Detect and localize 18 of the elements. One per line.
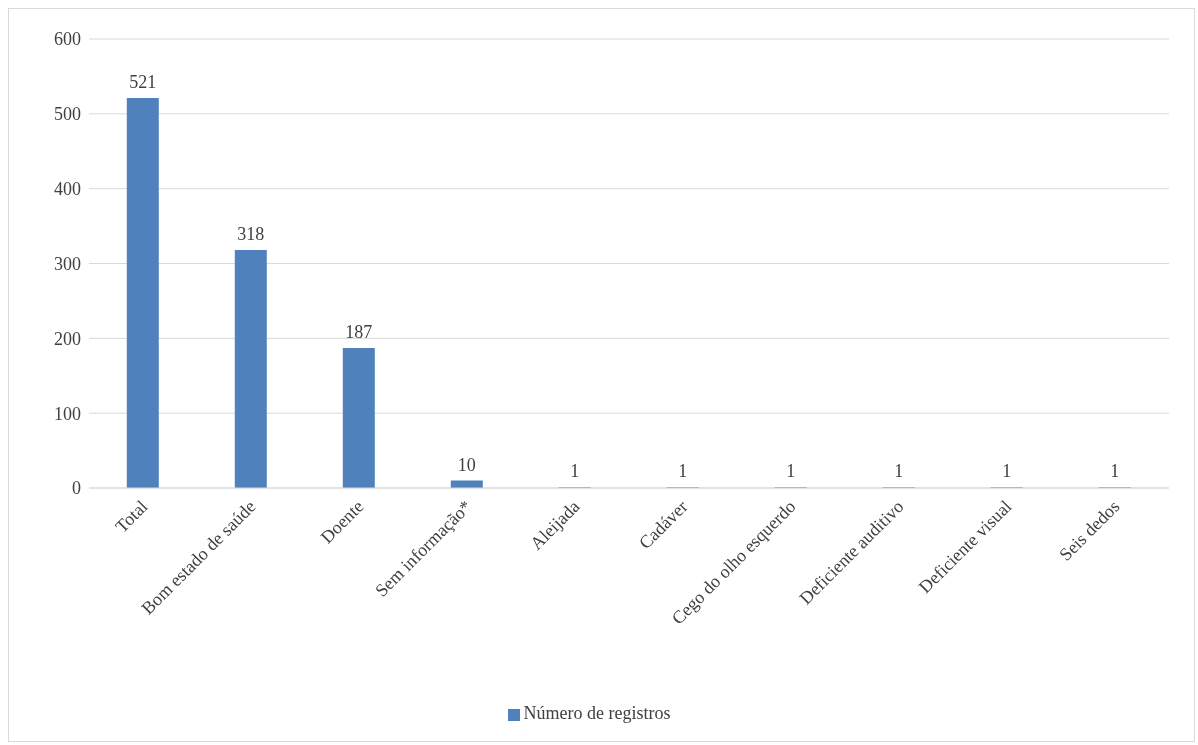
y-tick-label: 100	[54, 403, 81, 424]
data-label: 187	[345, 322, 373, 343]
data-label: 318	[237, 224, 265, 245]
y-tick-label: 300	[54, 253, 81, 274]
y-tick-label: 0	[72, 478, 81, 499]
legend-label: Número de registros	[523, 703, 671, 723]
y-tick-label: 400	[54, 179, 81, 200]
y-tick-label: 200	[54, 328, 81, 349]
data-label: 1	[1110, 461, 1120, 482]
y-tick-label: 600	[54, 29, 81, 50]
data-label: 521	[129, 72, 157, 93]
data-label: 1	[1002, 461, 1012, 482]
y-tick-label: 500	[54, 104, 81, 125]
data-label: 10	[457, 454, 476, 475]
data-label: 1	[894, 461, 904, 482]
data-label: 1	[786, 461, 796, 482]
data-label: 1	[678, 461, 688, 482]
data-label: 1	[570, 461, 580, 482]
